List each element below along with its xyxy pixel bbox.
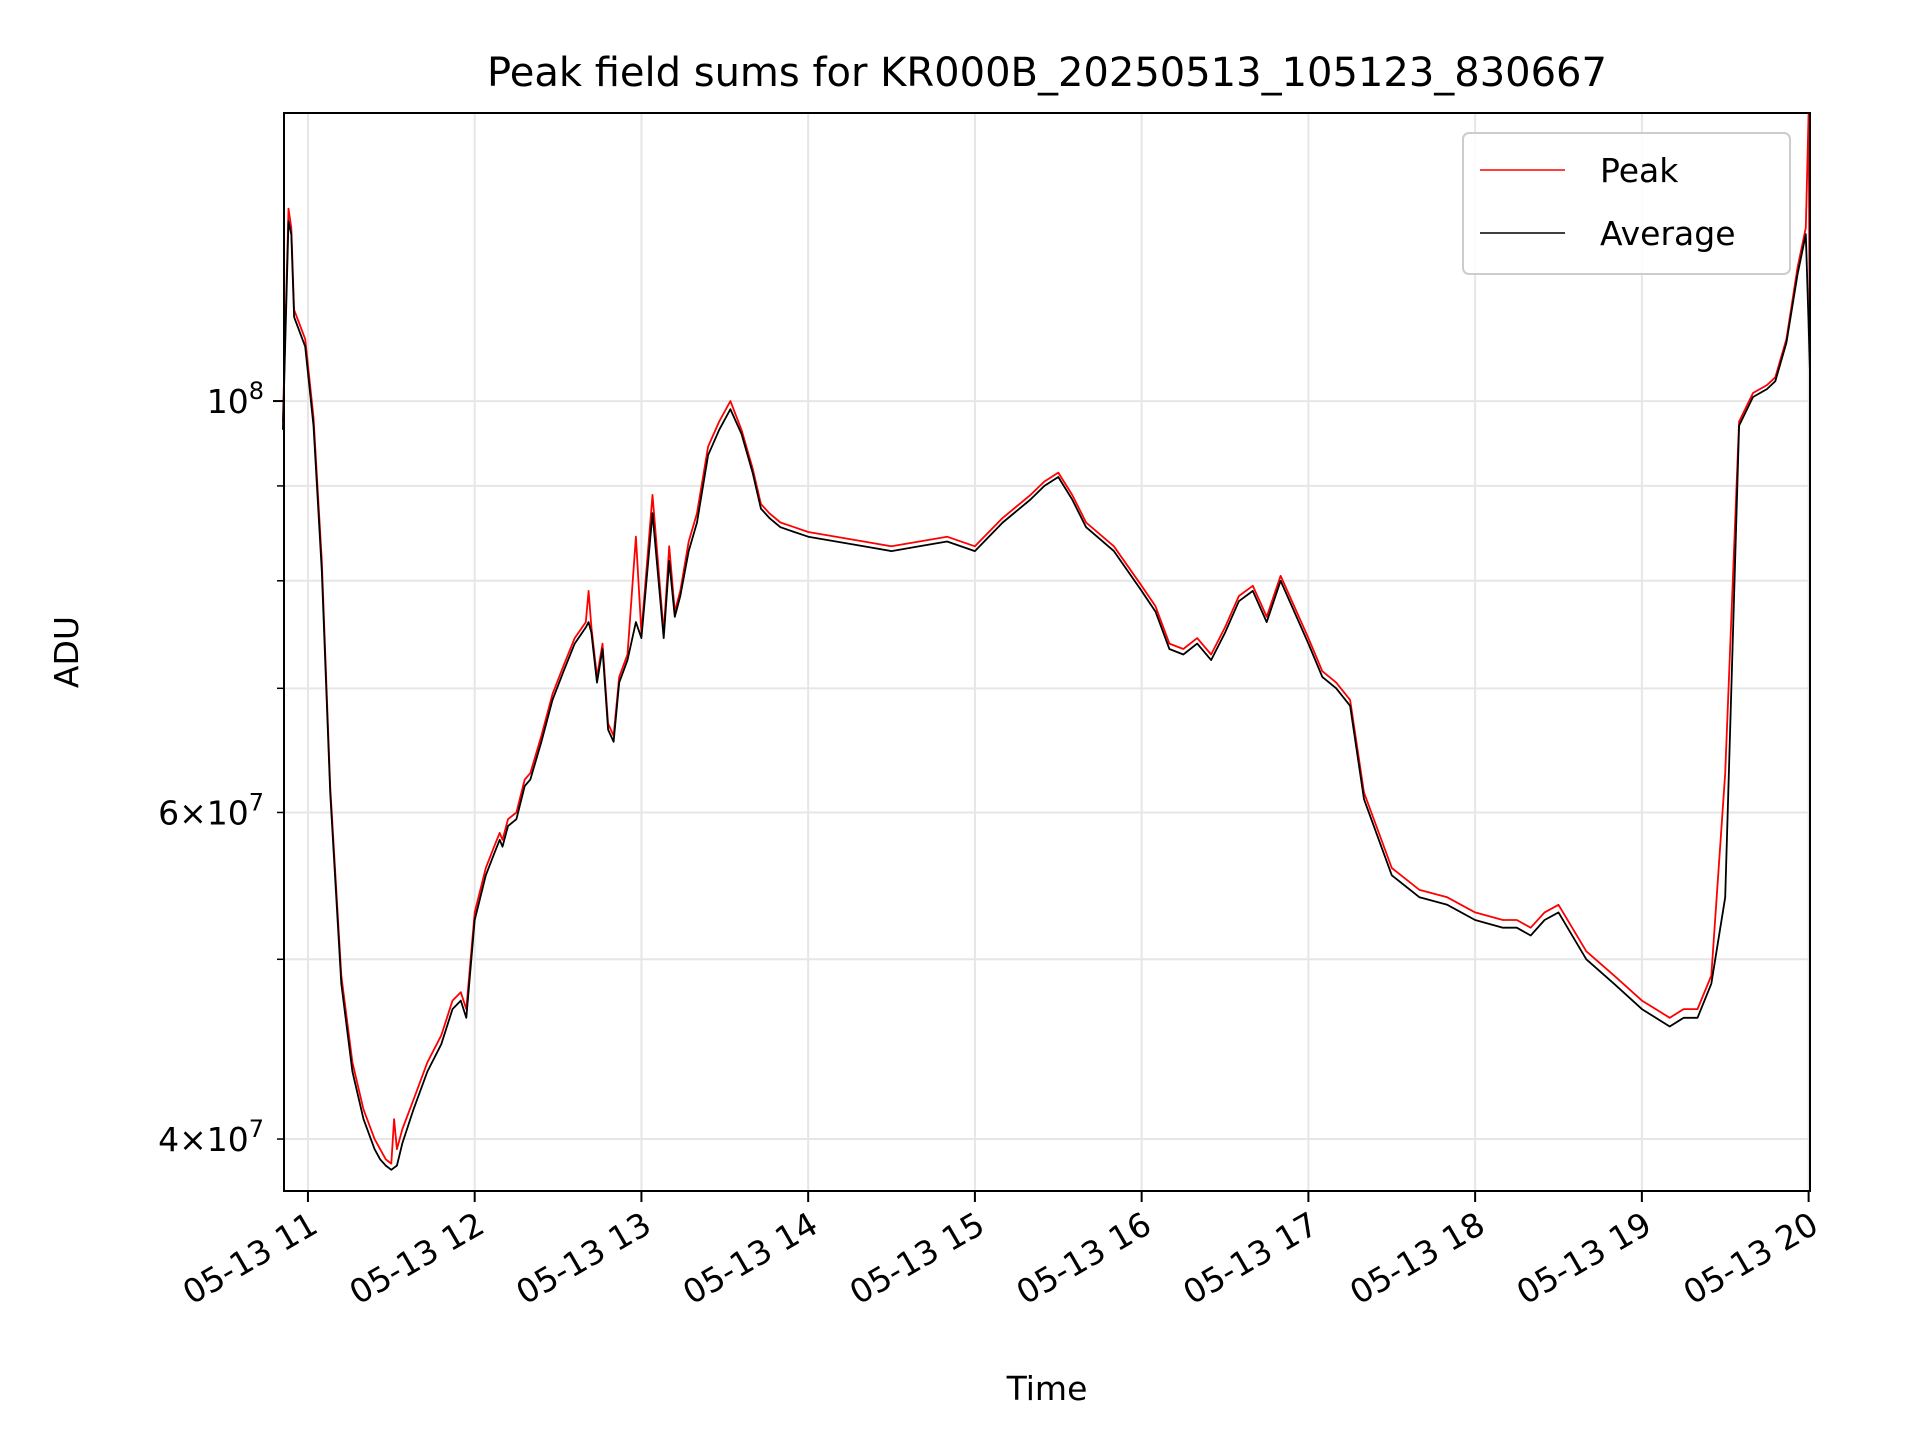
grid — [284, 113, 1810, 1191]
series-line-peak — [282, 112, 1811, 1165]
y-tick-label: 6×107 — [158, 788, 264, 832]
legend: Peak Average — [1462, 132, 1791, 275]
plot-frame — [283, 112, 1811, 1192]
y-tick-label: 4×107 — [158, 1115, 264, 1159]
chart-title: Peak field sums for KR000B_20250513_1051… — [487, 50, 1607, 96]
x-axis-title: Time — [1006, 1369, 1088, 1408]
legend-label-peak: Peak — [1600, 151, 1679, 190]
legend-label-average: Average — [1600, 214, 1736, 253]
y-axis-title: ADU — [47, 616, 86, 688]
series-lines — [282, 112, 1811, 1171]
series-line-average — [282, 220, 1811, 1171]
legend-box — [1462, 132, 1791, 275]
y-tick-label: 108 — [207, 377, 264, 421]
